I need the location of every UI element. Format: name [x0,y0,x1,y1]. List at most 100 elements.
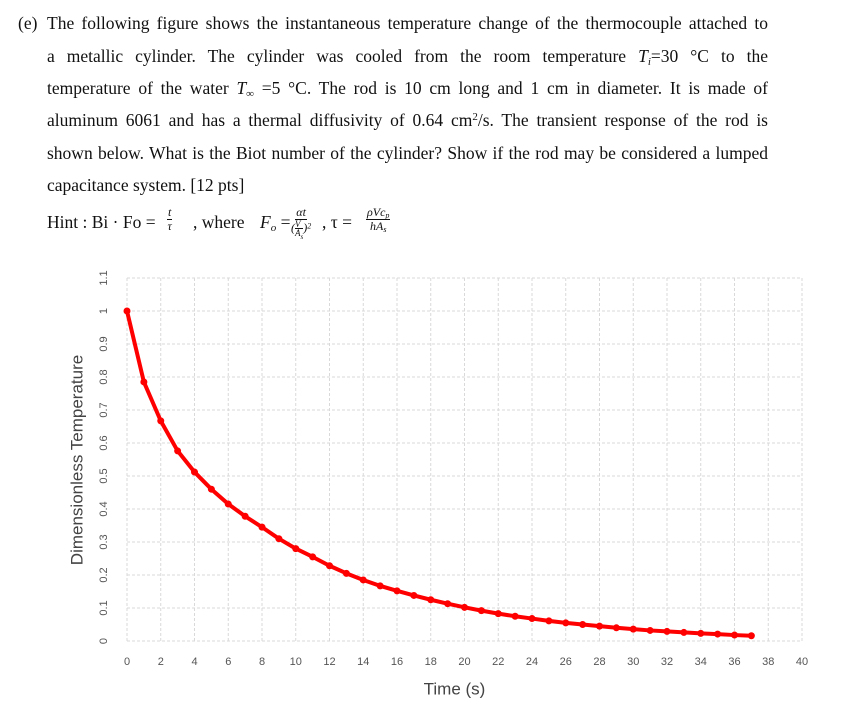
text: The following figure shows the instantan… [47,13,768,33]
question-label: (e) [18,13,38,33]
text-line: a metallic cylinder. The cylinder was co… [47,46,768,68]
data-point [241,512,249,520]
x-tick-label: 38 [762,656,774,668]
subscript: s [300,233,304,241]
hint-where: , where [193,212,245,232]
data-point [342,569,350,577]
data-point [140,378,148,386]
text: =30 °C to the [650,46,768,66]
x-tick-label: 10 [290,656,302,668]
data-point [511,612,519,620]
data-point [157,417,165,425]
paren: ( [291,220,295,235]
subscript: o [270,222,277,234]
hint-tau: , τ = [322,212,353,232]
inner-fraction: V As [295,220,304,241]
superscript: 2 [307,221,312,231]
symbol: T [236,78,247,98]
y-tick-label: 0 [98,638,110,644]
data-point [747,632,755,640]
data-point [731,631,738,639]
data-point [680,628,688,636]
x-tick-label: 12 [323,656,335,668]
data-point [191,468,198,476]
y-tick-label: 1.1 [98,270,110,285]
data-point [545,617,553,625]
numerator: αt [295,205,307,220]
x-tick-label: 40 [796,656,808,668]
y-tick-label: 0.8 [98,369,110,384]
data-point [427,596,435,604]
text-line: The following figure shows the instantan… [47,13,768,34]
text: hA [369,219,384,233]
text-line: temperature of the water T∞ =5 °C. The r… [47,78,768,100]
data-point [629,625,637,633]
x-tick-label: 32 [661,656,673,668]
x-tick-label: 14 [357,656,369,668]
data-point [444,600,452,608]
data-point [477,607,485,615]
y-tick-label: 0.1 [98,600,110,615]
x-axis-label: Time (s) [424,679,486,698]
equals: = [280,212,291,232]
data-point [528,615,536,623]
numerator: ρVcp [366,205,391,220]
x-tick-label: 30 [627,656,639,668]
data-point [714,630,722,638]
data-point [309,553,317,561]
x-tick-label: 18 [425,656,437,668]
x-tick-label: 0 [124,656,130,668]
numerator: t [167,205,173,220]
text-line: capacitance system. [12 pts] [47,175,768,196]
text-line: shown below. What is the Biot number of … [47,143,768,164]
data-point [612,624,620,632]
subscript: p [385,211,390,220]
text: /s. The transient response of the rod is [477,110,768,130]
symbol: A [295,228,301,238]
fraction: ρVcp hAs [366,205,391,234]
data-point [123,307,131,315]
x-tick-label: 6 [225,656,231,668]
text-line: aluminum 6061 and has a thermal diffusiv… [47,110,768,131]
text: temperature of the water [47,78,237,98]
symbol: T [638,46,648,66]
text: ρVc [367,205,386,219]
data-point [275,535,283,543]
data-point [393,587,401,595]
data-point [562,619,570,627]
fo: Fo = [260,212,291,234]
y-tick-label: 0.2 [98,567,110,582]
text: capacitance system. [12 pts] [47,175,245,195]
denominator: (V As)2 [291,220,312,241]
x-tick-label: 20 [458,656,470,668]
data-point [292,545,300,553]
y-tick-label: 0.5 [98,468,110,483]
data-point [646,626,654,634]
data-point [697,629,705,637]
data-point [359,576,367,584]
paren: ) [303,220,308,235]
x-tick-label: 22 [492,656,504,668]
text: shown below. What is the Biot number of … [47,143,768,163]
text: =5 °C. The rod is 10 cm long and 1 cm in… [254,78,768,98]
x-tick-label: 36 [728,656,740,668]
data-point [207,485,215,493]
data-point [494,610,502,618]
data-point [461,603,468,611]
data-point [174,447,182,455]
x-tick-label: 8 [259,656,265,668]
data-point [326,562,333,570]
x-tick-label: 4 [191,656,197,668]
data-point [410,591,418,599]
subscript: s [383,225,387,234]
superscript: 2 [472,111,478,123]
denominator: As [295,228,303,241]
denominator: hAs [369,219,387,234]
subscript: ∞ [246,88,255,100]
y-tick-label: 0.6 [98,435,110,450]
x-tick-label: 26 [560,656,572,668]
data-point [224,500,232,508]
symbol: F [260,212,271,232]
